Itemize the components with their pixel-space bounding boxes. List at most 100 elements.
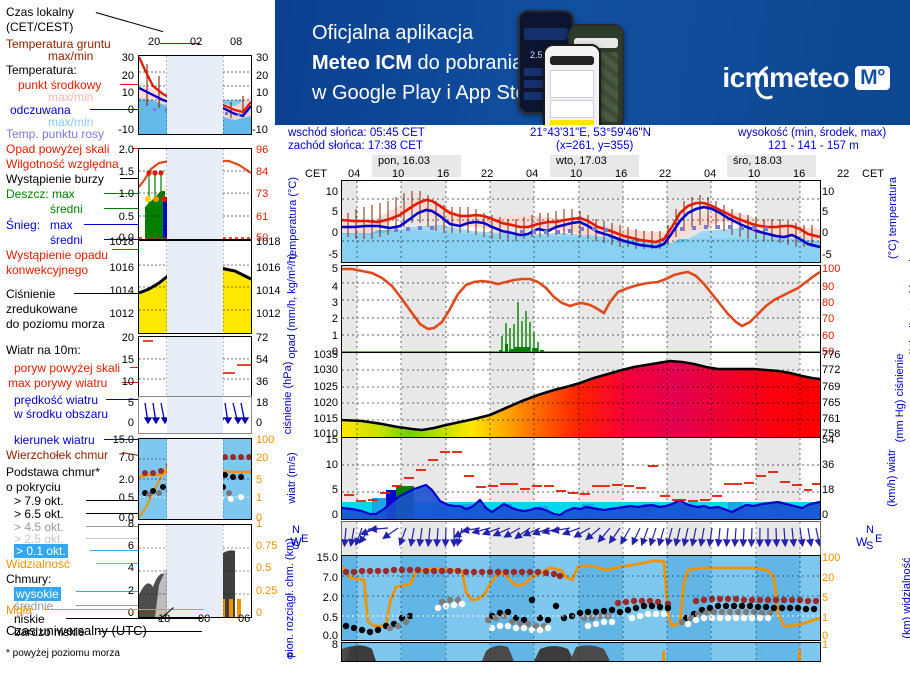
- mini-press-0: 1018: [92, 236, 134, 248]
- mini-chart-precip: [138, 148, 252, 240]
- legend-rain-max: Deszcz: max: [6, 188, 75, 200]
- chart-panel-clouds: [341, 555, 821, 641]
- mini-low-1-r: 0.75: [256, 540, 277, 552]
- precip-tick-1: 1: [310, 330, 338, 342]
- legend-fog: Mgła: [6, 604, 32, 616]
- time-axis-right-label: CET: [862, 168, 884, 180]
- mini-cloud-1-r: 20: [256, 452, 268, 464]
- day-label-1: pon, 16.03: [378, 155, 430, 167]
- axis-title-wind-right: (km/h) wiatr: [886, 430, 898, 526]
- cloud-tick-70: 7.0: [300, 572, 338, 584]
- vis-tick-20: 20: [822, 572, 834, 584]
- mini-wind-0-r: 72: [256, 332, 268, 344]
- press-tick-765: 765: [822, 397, 840, 409]
- altitude-value: 121 - 141 - 157 m: [768, 140, 859, 153]
- wind-tick-15: 15: [310, 434, 338, 446]
- time-tick-9: 10: [748, 168, 760, 180]
- banner-app-name: Meteo ICM: [312, 52, 412, 74]
- mini-wind-3: 5: [104, 397, 134, 409]
- mini-temp-tick-20: 20: [104, 70, 134, 82]
- mini-temp-tick-10-r: 10: [256, 87, 268, 99]
- leader-line: [96, 12, 164, 32]
- mini-utc-18: 18: [158, 613, 182, 625]
- chart-panel-temperature: [341, 180, 821, 263]
- temp-tick-m5-r: -5: [822, 249, 832, 261]
- chart-panel-pressure: [341, 352, 821, 438]
- hum-tick-70: 70: [822, 313, 834, 325]
- cloud-tick-20: 2.0: [300, 592, 338, 604]
- hum-tick-80: 80: [822, 297, 834, 309]
- mini-utc-06: 06: [238, 613, 262, 625]
- time-tick-2: 16: [437, 168, 449, 180]
- precip-tick-3: 3: [310, 297, 338, 309]
- compass-e-right: E: [875, 533, 882, 545]
- mini-chart-wind-direction: [138, 396, 252, 434]
- legend-snow-mean: średni: [50, 234, 83, 246]
- chart-panel-wind-direction: [341, 521, 821, 556]
- mini-low-0-r: 1: [256, 518, 262, 530]
- mini-cloud-1: 7.0: [96, 452, 134, 464]
- press-tick-776: 776: [822, 349, 840, 361]
- mini-hum-tick-2: 73: [256, 188, 268, 200]
- legend-okt-01: > 0.1 okt.: [14, 545, 68, 557]
- wind-tick-18: 18: [822, 484, 834, 496]
- legend-wind-header: Wiatr na 10m:: [6, 344, 81, 356]
- mini-time-08: 08: [230, 36, 254, 48]
- vis-tick-5: 5: [822, 592, 828, 604]
- mini-low-3: 2: [104, 585, 134, 597]
- temp-tick-0-r: 0: [822, 227, 828, 239]
- day-label-3: śro, 18.03: [733, 155, 782, 167]
- altitude-label: wysokość (min, środek, max): [738, 127, 886, 140]
- mini-hum-tick-0: 96: [256, 144, 268, 156]
- chart-panel-wind: [341, 437, 821, 520]
- wind-tick-10: 10: [310, 459, 338, 471]
- mini-temp-tick-m10-r: -10: [252, 124, 268, 136]
- mini-chart-cloud-layers: [138, 524, 252, 618]
- time-tick-0: 04: [348, 168, 360, 180]
- compass-n-right: N: [866, 524, 874, 536]
- cloud-tick-05: 0.5: [300, 612, 338, 624]
- time-tick-8: 04: [704, 168, 716, 180]
- mini-cloud-3: 0.5: [96, 492, 134, 504]
- leader-line: [44, 609, 204, 610]
- grid-position: (x=261, y=355): [556, 140, 633, 153]
- mini-temp-tick-0-r: 0: [256, 104, 262, 116]
- promo-banner[interactable]: Oficjalna aplikacja Meteo ICM do pobrani…: [275, 0, 910, 125]
- axis-title-visibility-right: (km) widzialność: [901, 533, 910, 663]
- mini-wind-2-r: 36: [256, 376, 268, 388]
- mini-wind-4: 0: [104, 417, 134, 429]
- mini-temp-tick-0: 0: [104, 104, 134, 116]
- axis-title-wind-left: wiatr (m/s): [286, 430, 298, 526]
- mini-temp-tick-m10: -10: [100, 124, 134, 136]
- mini-wind-4-r: 0: [256, 417, 262, 429]
- mini-wind-1-r: 54: [256, 354, 268, 366]
- wind-tick-5: 5: [310, 484, 338, 496]
- hum-tick-90: 90: [822, 281, 834, 293]
- mini-wind-3-r: 18: [256, 397, 268, 409]
- legend-temp-center-sub: max/min: [48, 91, 93, 103]
- mini-hum-tick-3: 61: [256, 211, 268, 223]
- axis-title-cloud-layers-left: e: [280, 650, 300, 662]
- legend-pressure-3: do poziomu morza: [6, 318, 105, 330]
- legend-snow: Śnieg:: [6, 219, 40, 231]
- legend-panel: Czas lokalny (CET/CEST) Temperatura grun…: [0, 0, 275, 660]
- precip-tick-5: 5: [310, 263, 338, 275]
- precip-tick-2: 2: [310, 313, 338, 325]
- chart-panel-precipitation: [341, 265, 821, 354]
- legend-wind-speed-2: w środku obszaru: [14, 408, 108, 420]
- vis-tick-1: 1: [822, 612, 828, 624]
- legend-storm: Wystąpienie burzy: [6, 173, 104, 185]
- mini-precip-tick-1: 1.5: [100, 166, 134, 178]
- legend-cloud-base-1: Podstawa chmur*: [6, 466, 100, 478]
- mini-cloud-2-r: 5: [256, 474, 262, 486]
- precip-tick-4: 4: [310, 281, 338, 293]
- temp-tick-5: 5: [308, 206, 338, 218]
- wind-tick-0-r: 0: [822, 509, 828, 521]
- mini-low-1: 6: [104, 540, 134, 552]
- wind-tick-0: 0: [310, 509, 338, 521]
- mini-hum-tick-1: 84: [256, 166, 268, 178]
- mini-low-2-r: 0.5: [256, 562, 271, 574]
- mini-press-2-r: 1014: [256, 285, 280, 297]
- temp-tick-5-r: 5: [822, 206, 828, 218]
